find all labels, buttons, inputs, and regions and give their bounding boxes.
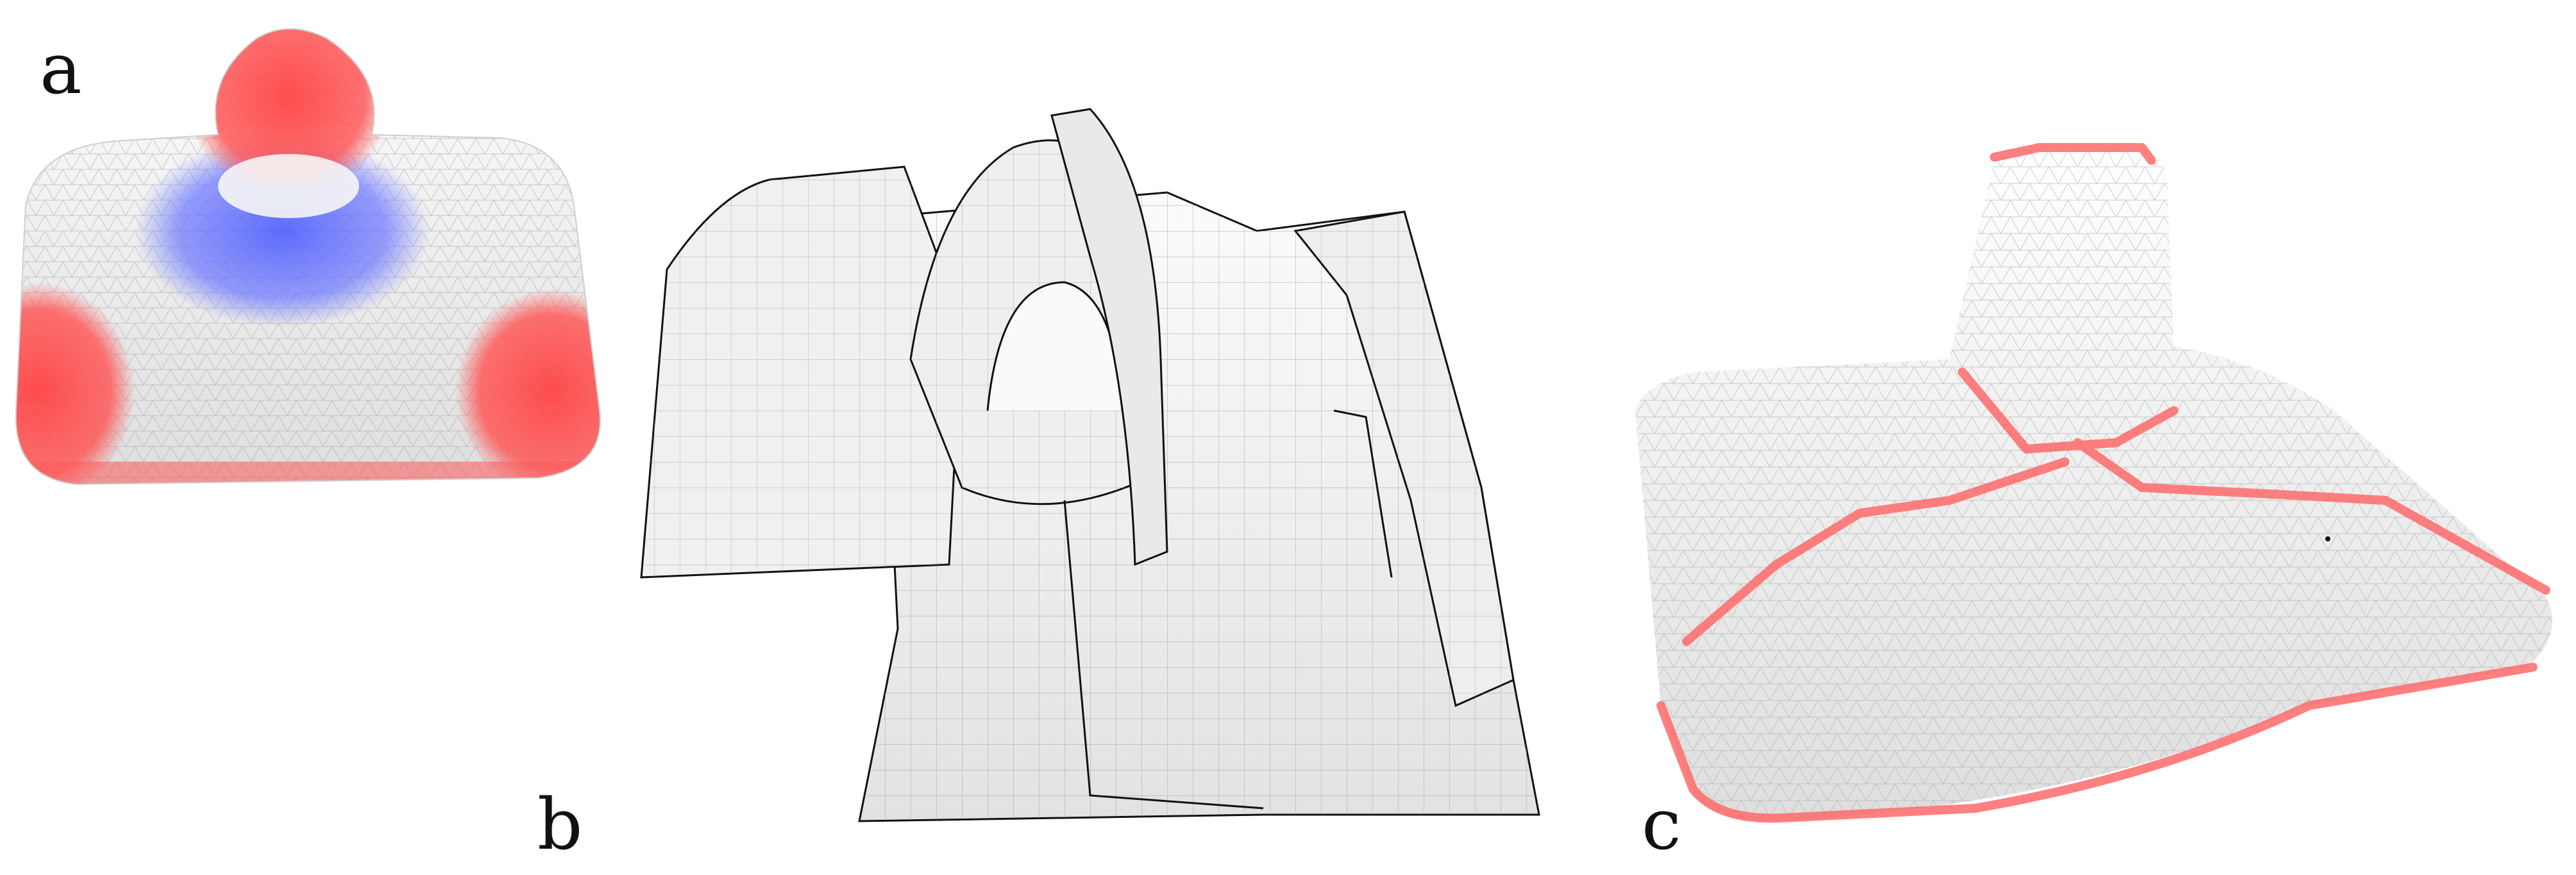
panel-c-mesh bbox=[1635, 143, 2552, 823]
panel-a-label: a bbox=[40, 28, 82, 110]
panel-a: a bbox=[0, 0, 616, 875]
panel-b-patches bbox=[640, 108, 1540, 822]
panel-b-label: b bbox=[537, 783, 583, 865]
panel-b: b bbox=[537, 0, 1603, 875]
panel-c-label: c bbox=[1642, 783, 1681, 865]
panel-c: c bbox=[1616, 0, 2576, 875]
panel-a-mesh bbox=[15, 28, 601, 486]
